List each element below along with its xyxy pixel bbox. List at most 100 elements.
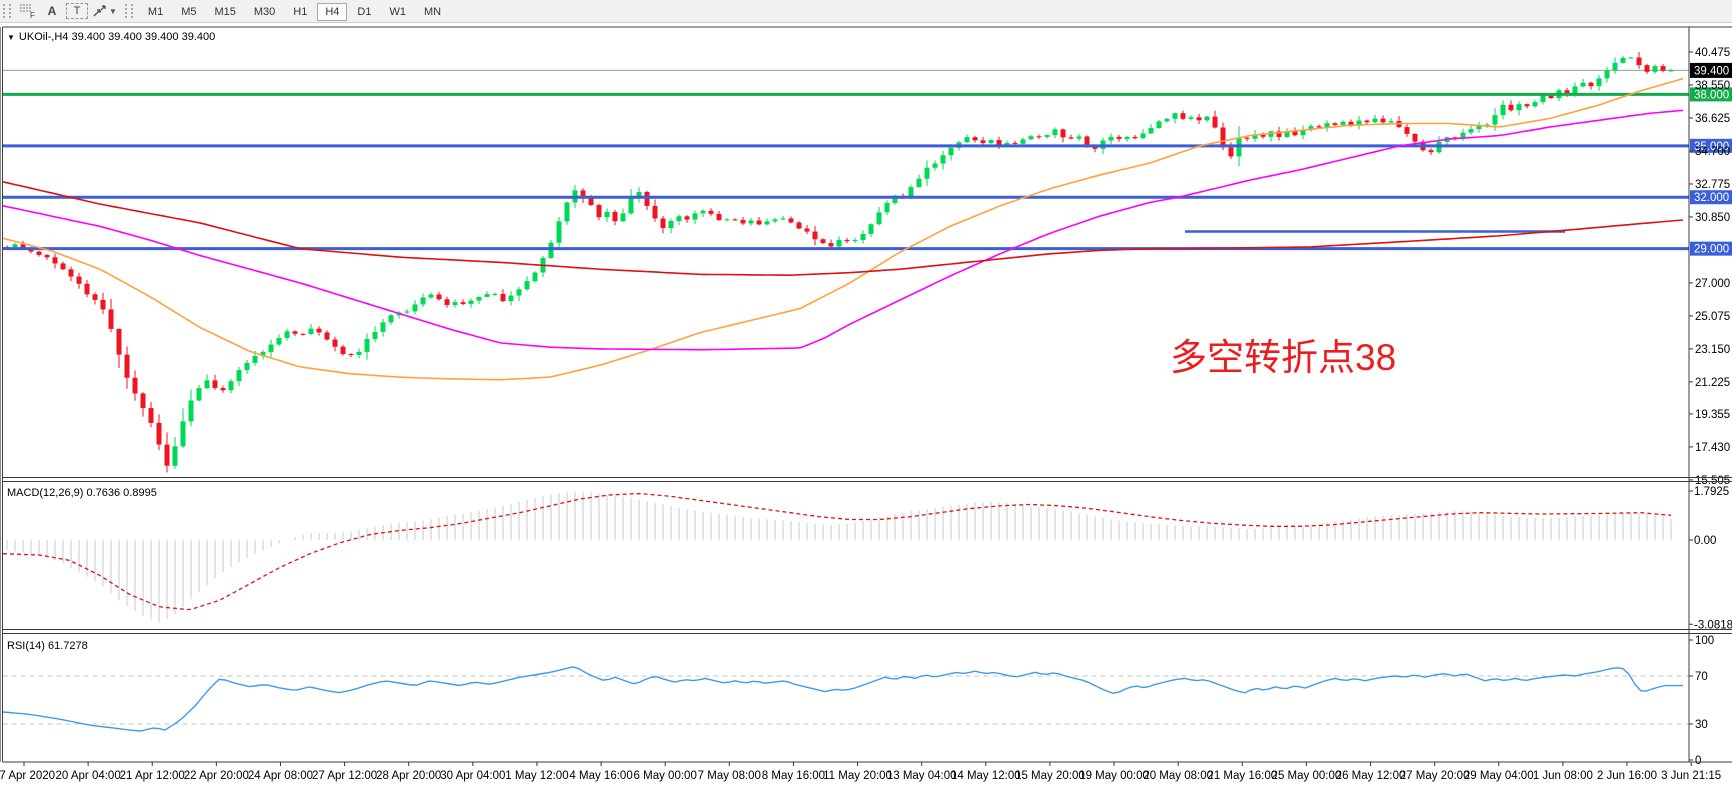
date-axis-label: 30 Apr 04:00: [440, 770, 505, 782]
candle-body: [1668, 70, 1674, 72]
timeframe-button-mn[interactable]: MN: [423, 6, 442, 18]
timeframe-button-m1[interactable]: M1: [147, 6, 164, 18]
candle-body: [1476, 125, 1482, 130]
candle-body: [20, 244, 26, 249]
indicator-grid-icon[interactable]: F: [18, 2, 38, 20]
candle-body: [1276, 131, 1282, 137]
candle-body: [1260, 134, 1266, 137]
candle-body: [484, 294, 490, 297]
date-axis-label: 1 Jun 08:00: [1533, 770, 1593, 782]
candle-body: [92, 294, 98, 300]
level-axis-box: [1690, 241, 1732, 256]
chart-symbol-title[interactable]: ▼ UKOil-,H4 39.400 39.400 39.400 39.400: [7, 31, 215, 43]
candle-body: [1300, 129, 1306, 136]
candle-body: [1228, 147, 1234, 157]
timeframe-button-m5[interactable]: M5: [181, 6, 197, 18]
candle-body: [652, 205, 658, 219]
candle-body: [428, 294, 434, 298]
toolbar-drag-handle[interactable]: [3, 4, 11, 18]
date-axis-label: 27 May 20:00: [1400, 770, 1470, 782]
candle-body: [708, 210, 714, 214]
timeframe-button-h4[interactable]: H4: [317, 3, 348, 21]
macd-signal-line: [2, 492, 1672, 611]
timeframe-button-m15[interactable]: M15: [214, 6, 236, 18]
macd-indicator-label: MACD(12,26,9) 0.7636 0.8995: [7, 487, 157, 499]
rsi-axis-tick-label: 0: [1695, 755, 1701, 767]
candle-body: [892, 195, 898, 203]
candle-body: [356, 351, 362, 355]
candle-body: [932, 163, 938, 168]
candle-body: [140, 393, 146, 409]
price-axis-tick-label: 32.775: [1695, 179, 1730, 191]
candle-body: [1620, 57, 1626, 63]
candle-body: [412, 304, 418, 312]
candle-body: [1660, 66, 1666, 71]
candle-body: [1004, 142, 1010, 145]
price-axis-tick-label: 25.075: [1695, 311, 1730, 323]
candle-body: [732, 219, 738, 221]
candle-body: [156, 422, 162, 445]
candle-body: [692, 213, 698, 220]
candle-body: [700, 210, 706, 214]
candle-body: [1332, 123, 1338, 125]
date-axis-label: 13 May 04:00: [887, 770, 957, 782]
text-box-icon[interactable]: T: [66, 3, 88, 19]
level-axis-box: [1690, 138, 1732, 153]
candle-body: [1484, 124, 1490, 126]
candle-body: [1500, 104, 1506, 116]
candle-body: [476, 296, 482, 301]
candle-body: [988, 139, 994, 144]
chart-title-text: UKOil-,H4 39.400 39.400 39.400 39.400: [18, 31, 216, 43]
timeframe-button-d1[interactable]: D1: [357, 6, 372, 18]
date-axis-label: 24 Apr 08:00: [248, 770, 313, 782]
candle-body: [180, 421, 186, 447]
candle-body: [1164, 118, 1170, 122]
macd-axis-tick-label: 1.7925: [1694, 486, 1729, 498]
candle-body: [1524, 104, 1530, 107]
candle-body: [124, 354, 130, 378]
dropdown-caret-icon[interactable]: ▼: [109, 6, 117, 16]
timeframe-button-w1[interactable]: W1: [389, 6, 406, 18]
candle-body: [52, 257, 58, 264]
top-toolbar: F A T ▼ M1 M5 M15 M30 H1 H4 D1 W1 MN: [0, 0, 1732, 23]
candle-body: [1092, 146, 1098, 149]
candle-body: [1364, 120, 1370, 123]
candle-body: [1492, 115, 1498, 125]
cursor-arrows-icon[interactable]: ▼: [92, 2, 117, 20]
candle-body: [948, 147, 954, 156]
candle-body: [1652, 66, 1658, 72]
level-axis-label: 32.000: [1694, 192, 1729, 204]
candle-body: [1604, 70, 1610, 79]
candle-body: [1596, 78, 1602, 87]
date-axis-label: 8 May 16:00: [762, 770, 825, 782]
timeframe-button-h1[interactable]: H1: [293, 6, 308, 18]
candle-body: [1644, 65, 1650, 72]
rsi-axis-tick-label: 100: [1695, 635, 1714, 647]
candle-body: [364, 339, 370, 352]
text-a-icon[interactable]: A: [47, 4, 57, 18]
candle-body: [1516, 104, 1522, 111]
price-axis-tick-label: 36.625: [1695, 113, 1730, 125]
candle-body: [1428, 150, 1434, 153]
candle-body: [972, 137, 978, 141]
candle-body: [644, 192, 650, 206]
candle-body: [348, 354, 354, 356]
date-axis-label: 19 May 00:00: [1079, 770, 1149, 782]
candle-body: [620, 213, 626, 222]
candle-body: [1132, 136, 1138, 139]
candle-body: [164, 444, 170, 466]
date-axis-label: 11 May 20:00: [823, 770, 892, 782]
candle-body: [1460, 132, 1466, 139]
candle-body: [1412, 133, 1418, 142]
date-axis-label: 4 May 16:00: [569, 770, 632, 782]
candle-body: [1508, 104, 1514, 111]
candle-body: [508, 295, 514, 302]
rsi-line: [2, 666, 1683, 732]
candle-body: [1108, 136, 1114, 141]
collapse-triangle-icon[interactable]: ▼: [7, 33, 15, 42]
price-axis-tick-label: 38.550: [1695, 80, 1730, 92]
date-axis-label: 2 Jun 16:00: [1597, 770, 1657, 782]
timeframe-button-m30[interactable]: M30: [253, 6, 276, 18]
